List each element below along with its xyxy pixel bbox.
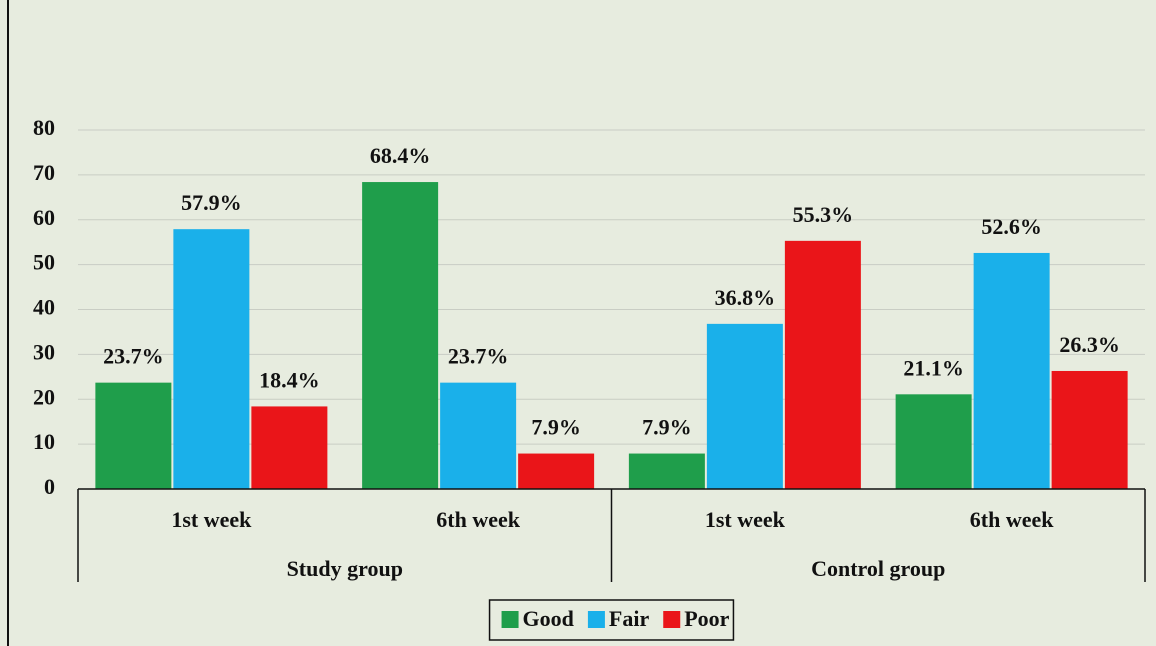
y-tick-label: 0 (44, 474, 55, 499)
group-label: Control group (811, 556, 945, 581)
y-tick-label: 40 (33, 295, 55, 320)
x-tick-label: 1st week (171, 507, 252, 532)
bar (973, 252, 1050, 489)
x-tick-label: 1st week (705, 507, 786, 532)
bar (784, 240, 861, 489)
value-label: 52.6% (981, 214, 1042, 239)
y-tick-label: 60 (33, 205, 55, 230)
value-label: 68.4% (370, 143, 431, 168)
x-tick-label: 6th week (970, 507, 1054, 532)
value-label: 7.9% (642, 415, 692, 440)
y-tick-label: 30 (33, 339, 55, 364)
y-tick-label: 20 (33, 384, 55, 409)
value-label: 7.9% (531, 415, 581, 440)
bar (95, 382, 172, 489)
bar (895, 394, 972, 489)
legend-box (488, 599, 735, 641)
legend-swatch (501, 611, 519, 628)
bar (251, 406, 328, 489)
y-tick-label: 10 (33, 429, 55, 454)
legend: Good Fair Poor (488, 599, 735, 641)
value-label: 18.4% (259, 367, 320, 392)
legend-swatch (587, 611, 605, 628)
value-label: 55.3% (793, 202, 854, 227)
value-label: 23.7% (448, 344, 509, 369)
bar (1051, 370, 1128, 489)
bar (706, 323, 783, 489)
group-label: Study group (287, 556, 403, 581)
value-label: 36.8% (715, 285, 776, 310)
bar (362, 182, 439, 489)
legend-swatch (663, 611, 681, 628)
y-tick-label: 80 (33, 115, 55, 140)
x-tick-label: 6th week (436, 507, 520, 532)
value-label: 57.9% (181, 190, 242, 215)
bar (173, 229, 250, 489)
legend-label: Poor (684, 606, 729, 631)
bar (440, 382, 517, 489)
y-tick-label: 50 (33, 250, 55, 275)
value-label: 23.7% (103, 344, 164, 369)
legend-label: Fair (609, 606, 650, 631)
legend-label: Good (523, 606, 574, 631)
y-tick-label: 70 (33, 160, 55, 185)
bar (518, 453, 595, 489)
value-label: 26.3% (1059, 332, 1120, 357)
bar (628, 453, 705, 489)
value-label: 21.1% (903, 355, 964, 380)
